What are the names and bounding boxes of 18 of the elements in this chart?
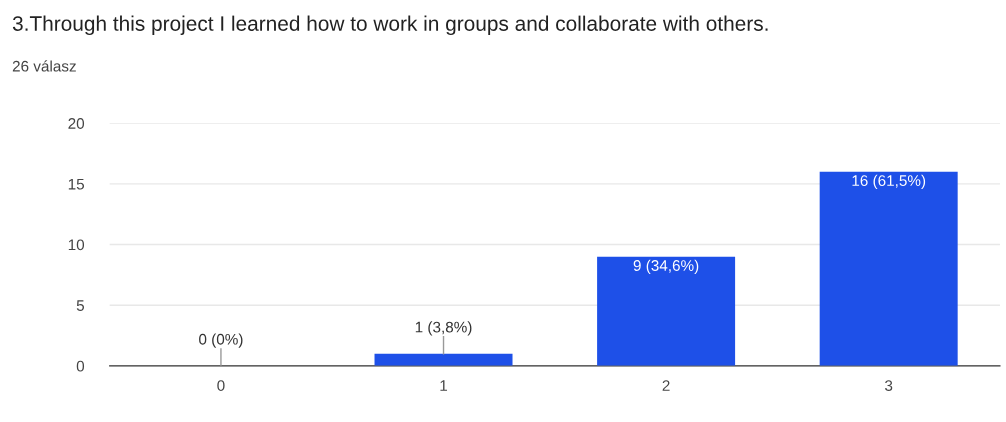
data-label: 0 (0%) xyxy=(199,333,243,348)
y-tick-label: 0 xyxy=(76,360,85,372)
bar xyxy=(819,171,958,366)
y-tick-label: 20 xyxy=(68,118,85,129)
data-label: 16 (61,5%) xyxy=(852,174,926,190)
bar xyxy=(374,353,513,366)
chart-title: 3.Through this project I learned how to work in groups and collaborate with others. xyxy=(12,15,768,36)
data-label: 1 (3,8%) xyxy=(415,321,472,336)
data-label: 9 (34,6%) xyxy=(633,259,699,274)
chart-subtitle: 26 válasz xyxy=(12,60,76,72)
x-tick-label: 2 xyxy=(662,380,670,391)
y-tick-label: 10 xyxy=(68,239,85,251)
x-tick-label: 0 xyxy=(217,380,225,391)
x-tick-label: 3 xyxy=(885,380,893,391)
y-tick-label: 5 xyxy=(76,300,85,311)
x-tick-label: 1 xyxy=(440,380,448,391)
bar xyxy=(597,256,736,366)
y-tick-label: 15 xyxy=(68,178,85,190)
